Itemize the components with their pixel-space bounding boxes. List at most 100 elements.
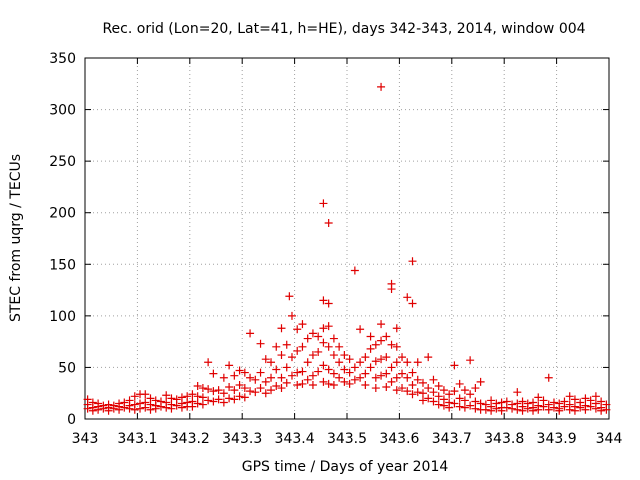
data-point xyxy=(167,404,176,413)
chart-title: Rec. orid (Lon=20, Lat=41, h=HE), days 3… xyxy=(102,21,585,37)
data-point xyxy=(439,401,448,410)
data-point xyxy=(235,366,244,375)
x-tick-label: 343.6 xyxy=(379,431,419,447)
data-point xyxy=(398,353,407,362)
x-tick-label: 343.1 xyxy=(117,431,157,447)
data-point xyxy=(450,361,459,370)
data-point xyxy=(193,392,202,401)
data-point xyxy=(282,340,291,349)
data-point xyxy=(308,351,317,360)
data-point xyxy=(204,396,213,405)
data-point xyxy=(487,406,496,415)
data-point xyxy=(324,219,333,228)
data-point xyxy=(115,405,124,414)
data-point xyxy=(308,380,317,389)
data-point xyxy=(413,358,422,367)
data-point xyxy=(413,375,422,384)
axes: 0 50 100 150 200 250 300 350 343 343.1 343.2 343.3 3… xyxy=(49,51,622,447)
data-point xyxy=(272,342,281,351)
data-point xyxy=(455,402,464,411)
data-point xyxy=(581,405,590,414)
data-point xyxy=(267,386,276,395)
data-point xyxy=(214,395,223,404)
data-point xyxy=(544,373,553,382)
x-tick-label: 344 xyxy=(596,431,623,447)
grid xyxy=(85,58,609,419)
data-point xyxy=(198,393,207,402)
data-point xyxy=(560,402,569,411)
data-point xyxy=(529,406,538,415)
data-point xyxy=(277,324,286,333)
data-point xyxy=(356,358,365,367)
data-point xyxy=(450,399,459,408)
data-point xyxy=(177,403,186,412)
y-tick-label: 150 xyxy=(49,257,76,273)
data-point xyxy=(198,384,207,393)
data-point xyxy=(335,342,344,351)
data-point xyxy=(439,386,448,395)
data-point xyxy=(256,368,265,377)
data-point xyxy=(387,285,396,294)
data-point xyxy=(418,378,427,387)
data-point xyxy=(324,322,333,331)
data-point xyxy=(377,355,386,364)
data-point xyxy=(377,82,386,91)
data-points xyxy=(83,82,611,415)
data-point xyxy=(408,299,417,308)
x-tick-label: 343.4 xyxy=(275,431,315,447)
data-point xyxy=(565,392,574,401)
data-point xyxy=(471,397,480,406)
data-point xyxy=(225,361,234,370)
data-point xyxy=(282,378,291,387)
x-tick-label: 343.5 xyxy=(327,431,367,447)
data-point xyxy=(219,389,228,398)
data-point xyxy=(246,387,255,396)
data-point xyxy=(403,387,412,396)
data-point xyxy=(319,296,328,305)
data-point xyxy=(256,384,265,393)
data-point xyxy=(523,404,532,413)
data-point xyxy=(319,377,328,386)
data-point xyxy=(188,402,197,411)
data-point xyxy=(130,392,139,401)
data-point xyxy=(340,377,349,386)
data-point xyxy=(136,404,145,413)
y-tick-label: 300 xyxy=(49,103,76,119)
data-point xyxy=(340,351,349,360)
data-point xyxy=(429,375,438,384)
data-point xyxy=(408,257,417,266)
data-point xyxy=(235,380,244,389)
data-point xyxy=(230,371,239,380)
data-point xyxy=(387,377,396,386)
data-point xyxy=(371,384,380,393)
data-point xyxy=(298,379,307,388)
data-point xyxy=(293,325,302,334)
data-point xyxy=(576,403,585,412)
data-point xyxy=(356,373,365,382)
data-point xyxy=(377,320,386,329)
data-point xyxy=(555,406,564,415)
data-point xyxy=(398,369,407,378)
data-point xyxy=(293,368,302,377)
data-point xyxy=(570,395,579,404)
data-point xyxy=(329,351,338,360)
data-point xyxy=(476,377,485,386)
data-point xyxy=(298,367,307,376)
data-point xyxy=(141,390,150,399)
data-point xyxy=(387,340,396,349)
data-point xyxy=(534,405,543,414)
data-point xyxy=(418,396,427,405)
data-point xyxy=(586,402,595,411)
data-point xyxy=(88,406,97,415)
data-point xyxy=(198,400,207,409)
data-point xyxy=(240,384,249,393)
data-point xyxy=(371,340,380,349)
data-point xyxy=(225,394,234,403)
data-point xyxy=(329,334,338,343)
data-point xyxy=(204,358,213,367)
data-point xyxy=(455,394,464,403)
data-point xyxy=(314,367,323,376)
data-point xyxy=(424,353,433,362)
data-point xyxy=(361,380,370,389)
data-point xyxy=(256,339,265,348)
